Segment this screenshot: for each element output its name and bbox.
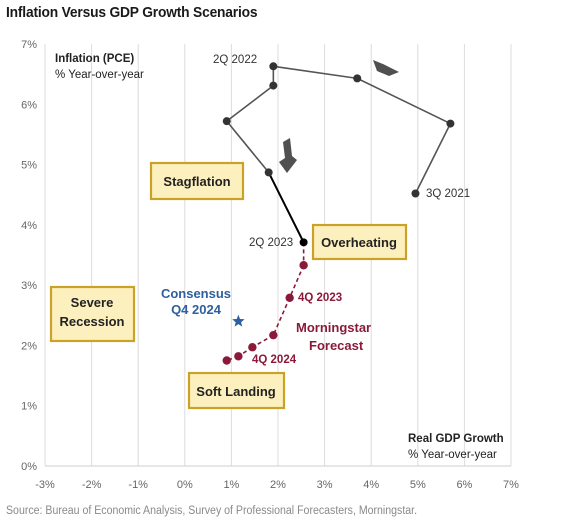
x-tick-label: 5% — [410, 479, 426, 491]
recession-label: Recession — [59, 314, 124, 329]
x-tick-label: 3% — [317, 479, 333, 491]
label-2q-2023: 2Q 2023 — [249, 237, 293, 249]
arrow-icon — [279, 60, 399, 173]
y-tick-label: 2% — [21, 340, 37, 352]
y-axis-title: Inflation (PCE) — [55, 53, 134, 65]
label-3q-2021: 3Q 2021 — [426, 188, 470, 200]
historical-line-segment — [226, 84, 274, 122]
y-axis-subtitle: % Year-over-year — [55, 69, 144, 81]
stagflation-label: Stagflation — [163, 174, 230, 189]
forecast-point — [248, 343, 257, 352]
x-tick-label: -2% — [82, 479, 102, 491]
gridlines — [44, 44, 512, 467]
x-tick-label: 0% — [177, 479, 193, 491]
forecast-line-segment — [288, 264, 305, 299]
x-tick-label: 2% — [270, 479, 286, 491]
overheating-callout — [311, 223, 408, 261]
y-tick-label: 4% — [21, 220, 37, 232]
consensus-label-line2: Q4 2024 — [171, 302, 222, 317]
x-axis-title: Real GDP Growth — [408, 433, 504, 445]
historical-point — [269, 62, 278, 71]
x-tick-label: -3% — [35, 479, 55, 491]
series-layer — [222, 62, 455, 365]
forecast-point — [222, 356, 231, 365]
chart-title: Inflation Versus GDP Growth Scenarios — [6, 4, 258, 21]
historical-line-segment — [356, 77, 451, 125]
forecast-line-segment — [272, 297, 291, 336]
y-tick-label: 5% — [21, 160, 37, 172]
overheating-label: Overheating — [321, 235, 397, 250]
source-note: Source: Bureau of Economic Analysis, Sur… — [6, 505, 418, 517]
historical-point — [411, 189, 420, 198]
forecast-label-line2: Forecast — [309, 338, 364, 353]
y-tick-label: 0% — [21, 461, 37, 473]
historical-point — [222, 117, 231, 126]
consensus-label-line1: Consensus — [161, 286, 231, 301]
forecast-point — [269, 330, 278, 340]
historical-line-segment — [273, 65, 358, 80]
label-4q-2024: 4Q 2024 — [252, 354, 297, 366]
severe-recession-callout — [49, 285, 136, 343]
consensus-star-icon — [232, 314, 245, 327]
historical-point — [353, 74, 362, 83]
historical-point — [264, 168, 273, 177]
x-tick-label: 6% — [456, 479, 472, 491]
historical-point — [299, 238, 308, 247]
soft-landing-label: Soft Landing — [196, 384, 275, 399]
forecast-point — [285, 293, 294, 303]
severe-label: Severe — [71, 295, 114, 310]
forecast-label-line1: Morningstar — [296, 320, 371, 335]
y-tick-label: 7% — [21, 39, 37, 51]
soft-landing-callout — [187, 371, 286, 410]
y-tick-label: 3% — [21, 280, 37, 292]
stagflation-callout — [149, 161, 245, 201]
historical-point — [446, 119, 455, 128]
x-tick-label: 4% — [363, 479, 379, 491]
x-tick-label: -1% — [128, 479, 148, 491]
axis-ticks: -3% -2% -1% 0% 1% 2% 3% 4% 5% 6% 7% 0% 1% 2% 3% 4% 5% 6% 7… — [21, 39, 519, 491]
historical-line-segment — [414, 123, 452, 194]
label-4q-2023: 4Q 2023 — [298, 292, 342, 304]
x-axis-subtitle: % Year-over-year — [408, 449, 497, 461]
historical-line-segment — [267, 171, 305, 243]
forecast-point — [299, 261, 308, 270]
label-2q-2022: 2Q 2022 — [213, 54, 257, 66]
y-tick-label: 6% — [21, 99, 37, 111]
x-tick-label: 1% — [223, 479, 239, 491]
historical-point — [269, 81, 278, 90]
historical-line-segment — [226, 120, 270, 173]
forecast-point — [234, 352, 243, 361]
x-tick-label: 7% — [503, 479, 519, 491]
y-tick-label: 1% — [21, 401, 37, 413]
